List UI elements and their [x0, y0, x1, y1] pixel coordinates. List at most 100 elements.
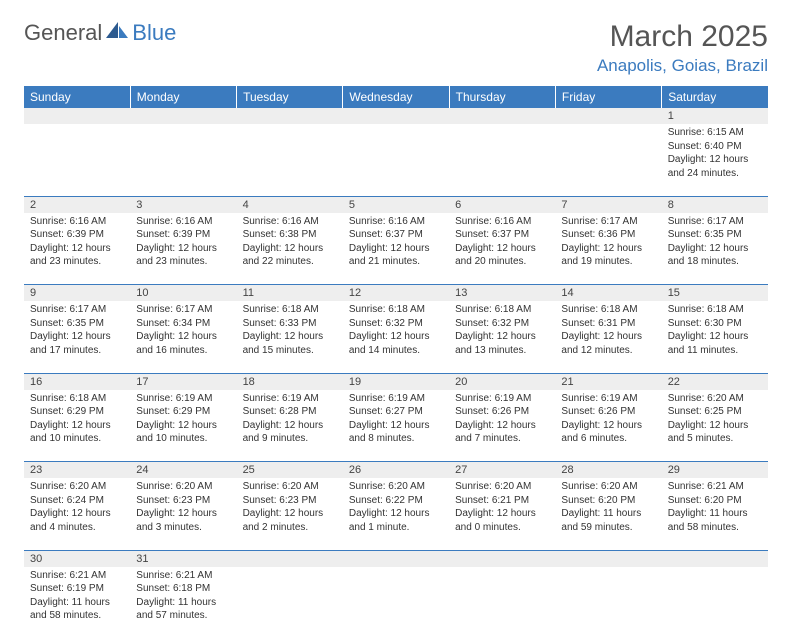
sunset-text: Sunset: 6:32 PM	[349, 317, 443, 331]
day-number-cell	[24, 108, 130, 124]
day-header: Friday	[555, 86, 661, 108]
sunset-text: Sunset: 6:29 PM	[136, 405, 230, 419]
sunset-text: Sunset: 6:39 PM	[30, 228, 124, 242]
sunrise-text: Sunrise: 6:20 AM	[349, 480, 443, 494]
day-detail-cell	[449, 567, 555, 639]
logo-word-2: Blue	[132, 20, 176, 46]
day-detail-cell	[662, 567, 768, 639]
title-block: March 2025 Anapolis, Goias, Brazil	[597, 20, 768, 76]
day-number-cell: 2	[24, 196, 130, 213]
daylight-line1: Daylight: 12 hours	[136, 330, 230, 344]
daylight-line1: Daylight: 12 hours	[136, 507, 230, 521]
sunrise-text: Sunrise: 6:19 AM	[455, 392, 549, 406]
daylight-line2: and 12 minutes.	[561, 344, 655, 358]
sunrise-text: Sunrise: 6:20 AM	[561, 480, 655, 494]
day-detail-cell: Sunrise: 6:21 AMSunset: 6:18 PMDaylight:…	[130, 567, 236, 639]
day-detail-cell: Sunrise: 6:19 AMSunset: 6:26 PMDaylight:…	[555, 390, 661, 462]
daylight-line1: Daylight: 12 hours	[349, 507, 443, 521]
daylight-line1: Daylight: 12 hours	[243, 330, 337, 344]
sunrise-text: Sunrise: 6:18 AM	[561, 303, 655, 317]
detail-row: Sunrise: 6:16 AMSunset: 6:39 PM Daylight:…	[24, 213, 768, 285]
day-number-cell: 18	[237, 373, 343, 390]
day-header: Wednesday	[343, 86, 449, 108]
day-number-cell: 20	[449, 373, 555, 390]
day-detail-cell: Sunrise: 6:20 AMSunset: 6:23 PMDaylight:…	[237, 478, 343, 550]
day-header: Saturday	[662, 86, 768, 108]
daylight-line2: and 1 minute.	[349, 521, 443, 535]
day-detail-cell	[555, 124, 661, 196]
day-number-cell	[555, 550, 661, 567]
day-number-cell	[237, 550, 343, 567]
daylight-line1: Daylight: 12 hours	[349, 242, 443, 256]
detail-row: Sunrise: 6:18 AMSunset: 6:29 PMDaylight:…	[24, 390, 768, 462]
day-detail-cell: Sunrise: 6:18 AMSunset: 6:33 PMDaylight:…	[237, 301, 343, 373]
day-detail-cell: Sunrise: 6:17 AMSunset: 6:35 PMDaylight:…	[662, 213, 768, 285]
day-detail-cell	[343, 567, 449, 639]
daylight-line2: and 15 minutes.	[243, 344, 337, 358]
daylight-line2: and 23 minutes.	[136, 255, 230, 269]
day-detail-cell: Sunrise: 6:20 AMSunset: 6:25 PMDaylight:…	[662, 390, 768, 462]
daynum-row: 23242526272829	[24, 462, 768, 479]
day-number-cell: 25	[237, 462, 343, 479]
daylight-line1: Daylight: 11 hours	[136, 596, 230, 610]
day-number-cell: 22	[662, 373, 768, 390]
sunset-text: Sunset: 6:38 PM	[243, 228, 337, 242]
daylight-line1: Daylight: 12 hours	[668, 330, 762, 344]
day-header: Sunday	[24, 86, 130, 108]
sunset-text: Sunset: 6:18 PM	[136, 582, 230, 596]
sunset-text: Sunset: 6:40 PM	[668, 140, 762, 154]
daylight-line1: Daylight: 12 hours	[561, 330, 655, 344]
daylight-line1: Daylight: 12 hours	[136, 419, 230, 433]
daylight-line2: and 17 minutes.	[30, 344, 124, 358]
sunrise-text: Sunrise: 6:19 AM	[561, 392, 655, 406]
daylight-line2: and 9 minutes.	[243, 432, 337, 446]
day-number-cell: 10	[130, 285, 236, 302]
daylight-line2: and 0 minutes.	[455, 521, 549, 535]
day-number-cell: 31	[130, 550, 236, 567]
sunset-text: Sunset: 6:37 PM	[349, 228, 443, 242]
sunrise-text: Sunrise: 6:16 AM	[30, 215, 124, 229]
daylight-line1: Daylight: 12 hours	[243, 507, 337, 521]
daylight-line1: Daylight: 12 hours	[30, 330, 124, 344]
daylight-line1: Daylight: 12 hours	[349, 419, 443, 433]
daylight-line2: and 24 minutes.	[668, 167, 762, 181]
sunrise-text: Sunrise: 6:20 AM	[243, 480, 337, 494]
day-detail-cell: Sunrise: 6:20 AMSunset: 6:20 PMDaylight:…	[555, 478, 661, 550]
day-detail-cell: Sunrise: 6:17 AMSunset: 6:34 PMDaylight:…	[130, 301, 236, 373]
day-detail-cell: Sunrise: 6:18 AMSunset: 6:31 PMDaylight:…	[555, 301, 661, 373]
daylight-line2: and 3 minutes.	[136, 521, 230, 535]
daynum-row: 2345678	[24, 196, 768, 213]
day-number-cell: 16	[24, 373, 130, 390]
day-header-row: Sunday Monday Tuesday Wednesday Thursday…	[24, 86, 768, 108]
daylight-line1: Daylight: 12 hours	[243, 242, 337, 256]
day-number-cell: 13	[449, 285, 555, 302]
calendar-table: Sunday Monday Tuesday Wednesday Thursday…	[24, 86, 768, 639]
sunset-text: Sunset: 6:21 PM	[455, 494, 549, 508]
sunset-text: Sunset: 6:25 PM	[668, 405, 762, 419]
sunset-text: Sunset: 6:27 PM	[349, 405, 443, 419]
daylight-line1: Daylight: 12 hours	[136, 242, 230, 256]
day-detail-cell: Sunrise: 6:21 AMSunset: 6:20 PMDaylight:…	[662, 478, 768, 550]
day-detail-cell: Sunrise: 6:15 AMSunset: 6:40 PMDaylight:…	[662, 124, 768, 196]
daylight-line2: and 14 minutes.	[349, 344, 443, 358]
day-number-cell	[662, 550, 768, 567]
day-detail-cell: Sunrise: 6:19 AMSunset: 6:28 PMDaylight:…	[237, 390, 343, 462]
day-detail-cell: Sunrise: 6:21 AMSunset: 6:19 PMDaylight:…	[24, 567, 130, 639]
day-number-cell: 14	[555, 285, 661, 302]
daylight-line1: Daylight: 12 hours	[668, 153, 762, 167]
day-detail-cell	[343, 124, 449, 196]
day-number-cell: 11	[237, 285, 343, 302]
sunrise-text: Sunrise: 6:17 AM	[30, 303, 124, 317]
day-detail-cell: Sunrise: 6:18 AMSunset: 6:29 PMDaylight:…	[24, 390, 130, 462]
detail-row: Sunrise: 6:17 AMSunset: 6:35 PMDaylight:…	[24, 301, 768, 373]
day-number-cell: 19	[343, 373, 449, 390]
sunset-text: Sunset: 6:22 PM	[349, 494, 443, 508]
logo-word-1: General	[24, 20, 102, 46]
sunset-text: Sunset: 6:26 PM	[561, 405, 655, 419]
daylight-line1: Daylight: 11 hours	[668, 507, 762, 521]
sunrise-text: Sunrise: 6:19 AM	[136, 392, 230, 406]
day-detail-cell: Sunrise: 6:16 AMSunset: 6:39 PMDaylight:…	[24, 213, 130, 285]
sunset-text: Sunset: 6:36 PM	[561, 228, 655, 242]
daylight-line2: and 6 minutes.	[561, 432, 655, 446]
sunrise-text: Sunrise: 6:21 AM	[30, 569, 124, 583]
